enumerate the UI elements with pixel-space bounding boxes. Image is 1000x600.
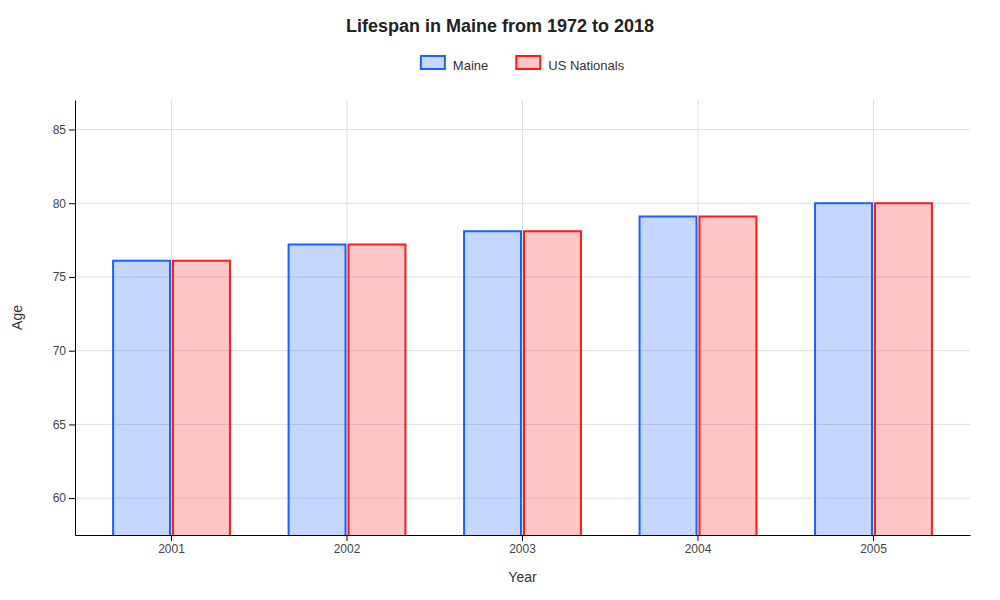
x-tick: 2004: [685, 535, 712, 556]
bar: [524, 231, 581, 535]
x-tick-label: 2001: [158, 542, 185, 556]
y-tick-mark: [69, 498, 75, 499]
y-tick-mark: [69, 203, 75, 204]
y-tick-label: 75: [53, 270, 67, 284]
x-tick-mark: [347, 535, 348, 541]
y-tick-mark: [69, 277, 75, 278]
y-tick-label: 70: [53, 344, 67, 358]
grid-line-x: [873, 100, 874, 535]
series-bars: [173, 203, 932, 535]
bar: [875, 203, 932, 535]
bar: [173, 261, 230, 535]
legend-swatch: [421, 56, 445, 69]
bar: [289, 245, 346, 535]
legend: Maine US Nationals: [421, 56, 625, 73]
grid-line-x: [697, 100, 698, 535]
bar: [699, 216, 756, 535]
legend-item: Maine: [421, 56, 488, 73]
y-tick-label: 65: [53, 418, 67, 432]
x-tick: 2002: [334, 535, 361, 556]
series-bars: [113, 203, 872, 535]
legend-item: US Nationals: [516, 56, 624, 73]
chart: 2001 2002 2003 2004 2005 60 65 70 75 80 85 Year Age L…: [0, 0, 1000, 600]
legend-label: US Nationals: [548, 58, 624, 73]
bar: [464, 231, 521, 535]
x-tick-label: 2004: [685, 542, 712, 556]
x-tick: 2005: [860, 535, 887, 556]
x-tick-mark: [697, 535, 698, 541]
title: Lifespan in Maine from 1972 to 2018: [346, 16, 654, 36]
y-tick: 75: [53, 270, 75, 284]
x-tick: 2003: [509, 535, 536, 556]
grid-line-x: [347, 100, 348, 535]
x-tick-mark: [171, 535, 172, 541]
y-tick: 70: [53, 344, 75, 358]
bar: [640, 216, 697, 535]
x-axis-title: Year: [508, 569, 537, 585]
y-tick-label: 85: [53, 123, 67, 137]
x-tick-mark: [522, 535, 523, 541]
y-tick: 60: [53, 491, 75, 505]
x-axis: 2001 2002 2003 2004 2005: [76, 535, 971, 556]
x-tick-label: 2002: [334, 542, 361, 556]
y-tick-mark: [69, 129, 75, 130]
y-tick-label: 60: [53, 491, 67, 505]
legend-label: Maine: [453, 58, 488, 73]
x-tick-mark: [873, 535, 874, 541]
y-tick-mark: [69, 424, 75, 425]
legend-swatch: [516, 56, 540, 69]
y-axis: 60 65 70 75 80 85: [53, 101, 76, 536]
y-axis-line: [75, 101, 76, 536]
y-tick: 85: [53, 123, 75, 137]
y-tick: 65: [53, 418, 75, 432]
y-tick-label: 80: [53, 197, 67, 211]
plot: 2001 2002 2003 2004 2005 60 65 70 75 80 85: [53, 100, 971, 585]
x-tick-label: 2005: [860, 542, 887, 556]
y-tick-mark: [69, 351, 75, 352]
bars: [113, 203, 932, 535]
y-axis-title: Age: [9, 305, 25, 330]
bar: [815, 203, 872, 535]
x-tick: 2001: [158, 535, 185, 556]
bar: [113, 261, 170, 535]
grid-line-x: [171, 100, 172, 535]
y-tick: 80: [53, 197, 75, 211]
bar: [349, 245, 406, 535]
x-tick-label: 2003: [509, 542, 536, 556]
grid-line-x: [522, 100, 523, 535]
